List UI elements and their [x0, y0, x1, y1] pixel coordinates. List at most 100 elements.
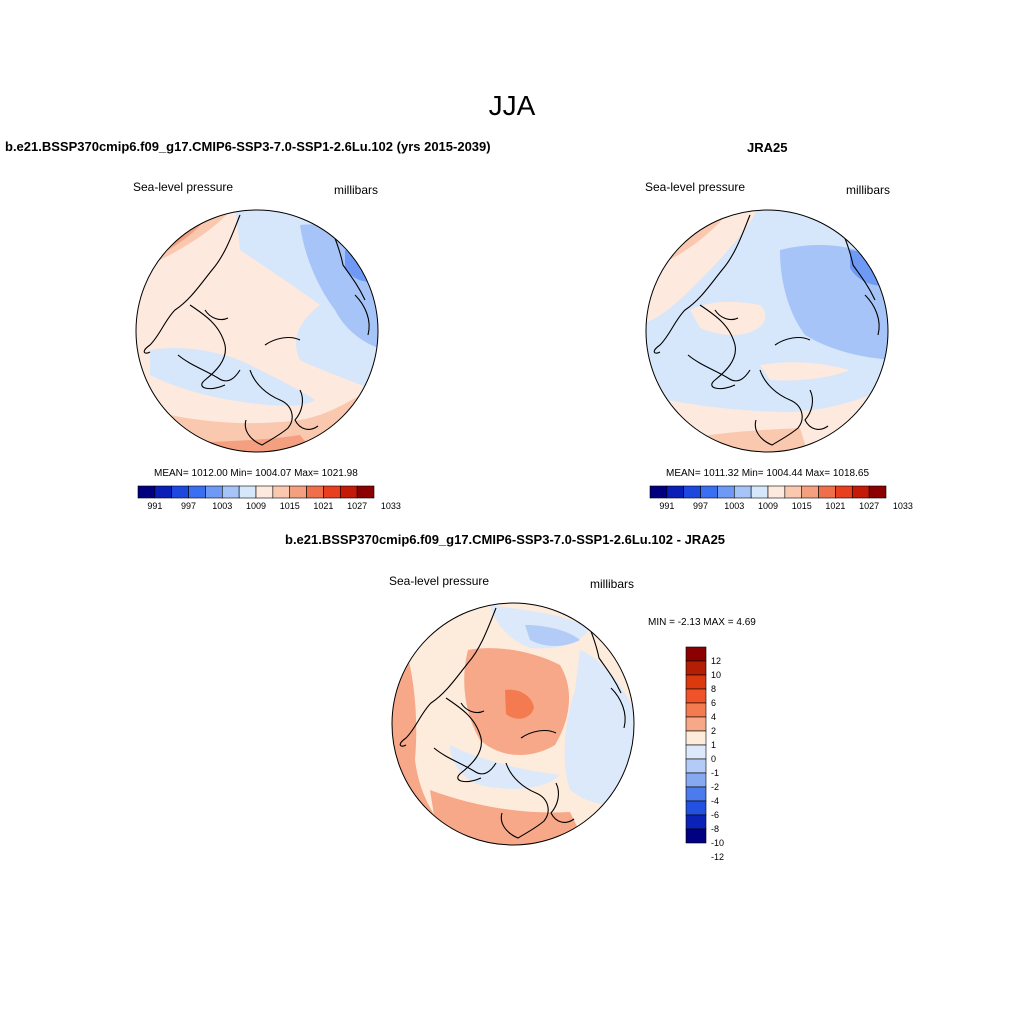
colorbar-box [767, 485, 786, 499]
figure-title: JJA [488, 90, 536, 121]
colorbar-box [801, 485, 819, 499]
colorbar-tick-label: 6 [711, 698, 716, 708]
map-b-border [645, 209, 889, 453]
colorbar-box [750, 485, 769, 499]
colorbar-tick-label: 991 [659, 501, 674, 511]
colorbar-tick-label: 2 [711, 726, 716, 736]
colorbar-tick-label: -6 [711, 810, 719, 820]
colorbar-box [685, 772, 707, 788]
map-b-high-center [690, 301, 766, 336]
colorbar-box [717, 485, 735, 499]
map-b-high-south-core [675, 428, 810, 452]
panel-1-title: b.e21.BSSP370cmip6.f09_g17.CMIP6-SSP3-7.… [5, 139, 491, 154]
colorbar-box [851, 485, 870, 499]
colorbar-tick-label: -4 [711, 796, 719, 806]
map-a-high-south-core [170, 435, 320, 452]
panel-2-variable-label: Sea-level pressure [645, 180, 746, 194]
colorbar-box [685, 744, 707, 760]
colorbar-box [205, 485, 223, 499]
colorbar-box [255, 485, 274, 499]
panel-1-stats: MEAN= 1012.00 Min= 1004.07 Max= 1021.98 [154, 468, 358, 479]
colorbar-box [238, 485, 257, 499]
colorbar-box [306, 485, 324, 499]
colorbar-tick-label: -2 [711, 782, 719, 792]
map-a-border [135, 209, 379, 453]
colorbar-tick-label: 1003 [212, 501, 232, 511]
colorbar-tick-label: 1033 [381, 501, 401, 511]
colorbar-box [685, 702, 707, 718]
colorbar-box [685, 828, 707, 844]
colorbar-tick-label: 1027 [859, 501, 879, 511]
colorbar-tick-label: 1009 [758, 501, 778, 511]
colorbar-box [835, 485, 853, 499]
colorbar-tick-label: 4 [711, 712, 716, 722]
map-model-slp [135, 209, 379, 453]
colorbar-tick-label: 997 [181, 501, 196, 511]
panel-2-stats: MEAN= 1011.32 Min= 1004.44 Max= 1018.65 [666, 468, 870, 479]
colorbar-tick-label: 991 [147, 501, 162, 511]
map-c-low-east [564, 650, 634, 806]
colorbar-box [666, 485, 685, 499]
colorbar-box [171, 485, 189, 499]
panel-2-title: JRA25 [747, 140, 788, 155]
colorbar-box [683, 485, 701, 499]
panel-3-units-label: millibars [590, 577, 635, 591]
map-difference-slp [391, 602, 635, 846]
map-a-coastlines [143, 214, 370, 446]
colorbar-tick-label: -1 [711, 768, 719, 778]
colorbar-tick-label: 1009 [246, 501, 266, 511]
colorbar-box [137, 485, 156, 499]
colorbar-box [685, 646, 707, 662]
colorbar-tick-label: 12 [711, 656, 721, 666]
colorbar-box [154, 485, 173, 499]
colorbar-box [784, 485, 803, 499]
colorbar-box [289, 485, 307, 499]
colorbar-tick-label: 1015 [792, 501, 812, 511]
colorbar-tick-label: 1015 [280, 501, 300, 511]
colorbar-tick-label: 8 [711, 684, 716, 694]
colorbar-tick-label: -10 [711, 838, 724, 848]
map-c-high-core [505, 689, 534, 719]
colorbar-box [649, 485, 668, 499]
colorbar-tick-label: 1021 [313, 501, 333, 511]
colorbar-tick-label: 10 [711, 670, 721, 680]
map-b-high-band [760, 362, 850, 381]
colorbar-box [685, 674, 707, 690]
map-c-low-south [450, 745, 560, 789]
panel-2-units-label: millibars [846, 183, 891, 197]
colorbar-box [685, 716, 707, 732]
colorbar-tick-label: -12 [711, 852, 724, 862]
map-a-low-south [150, 348, 315, 406]
colorbar-box [272, 485, 291, 499]
colorbar-box [868, 485, 887, 499]
colorbar-box [221, 485, 240, 499]
colorbar-tick-label: 1 [711, 740, 716, 750]
colorbar-tick-label: 1027 [347, 501, 367, 511]
colorbar-box [323, 485, 341, 499]
colorbar-tick-label: 1003 [724, 501, 744, 511]
map-c-border [391, 602, 635, 846]
colorbar-tick-label: 1033 [893, 501, 913, 511]
colorbar-box [339, 485, 358, 499]
colorbar-box [685, 688, 707, 704]
colorbar-box [685, 800, 707, 816]
colorbar-box [733, 485, 752, 499]
panel-1-variable-label: Sea-level pressure [133, 180, 234, 194]
colorbar-model: 991 997 1003 1009 1015 1021 1027 1033 [137, 485, 401, 511]
panel-3-title: b.e21.BSSP370cmip6.f09_g17.CMIP6-SSP3-7.… [285, 532, 726, 547]
panel-3-variable-label: Sea-level pressure [389, 574, 490, 588]
panel-1-units-label: millibars [334, 183, 379, 197]
colorbar-box [685, 786, 707, 802]
map-c-low-north-core [525, 625, 580, 646]
colorbar-tick-label: 0 [711, 754, 716, 764]
colorbar-tick-label: 997 [693, 501, 708, 511]
colorbar-box [818, 485, 836, 499]
colorbar-tick-label: -8 [711, 824, 719, 834]
colorbar-jra25: 991 997 1003 1009 1015 1021 1027 1033 [649, 485, 913, 511]
colorbar-box [356, 485, 375, 499]
colorbar-box [685, 730, 707, 746]
colorbar-box [685, 758, 707, 774]
colorbar-box [700, 485, 718, 499]
